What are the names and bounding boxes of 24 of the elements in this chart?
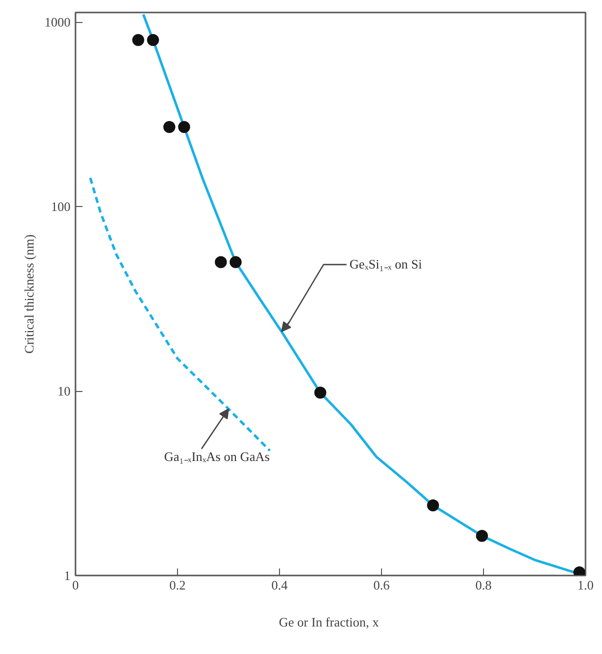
- x-tick-label: 0.6: [373, 578, 390, 592]
- point: [163, 120, 176, 133]
- point: [178, 120, 190, 133]
- y-tick-label: 100: [51, 199, 70, 214]
- annotation: GeₓSi₁₋ₓ on Si: [350, 256, 422, 272]
- x-tick-label: 0.2: [169, 578, 186, 592]
- y-tick-label: 1000: [44, 14, 70, 30]
- x-tick-label: 0.8: [475, 578, 492, 592]
- x-tick-label: 0: [72, 578, 79, 592]
- point: [314, 386, 326, 399]
- y-axis-title: Critical thickness (nm): [22, 234, 36, 354]
- point: [132, 34, 144, 46]
- point: [147, 34, 160, 46]
- x-tick-label: 0.4: [271, 578, 288, 592]
- point: [214, 256, 227, 268]
- x-tick-label: 1.0: [577, 578, 594, 592]
- y-tick-label: 1: [64, 568, 70, 583]
- point: [476, 530, 488, 542]
- point: [427, 499, 440, 512]
- annotation: Ga₁₋ₓInₓAs on GaAs: [164, 448, 270, 464]
- x-axis-title: Ge or In fraction, x: [278, 614, 380, 630]
- y-tick-label: 10: [58, 384, 70, 399]
- line-series: [89, 176, 272, 452]
- point: [230, 256, 242, 268]
